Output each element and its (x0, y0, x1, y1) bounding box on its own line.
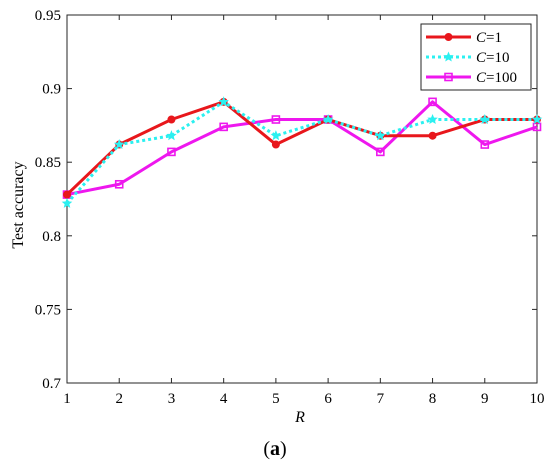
x-tick-label: 2 (115, 391, 123, 407)
x-tick-label: 8 (429, 391, 437, 407)
series-line (65, 100, 537, 196)
series-layer (61, 96, 543, 208)
axes: 1 2 3 4 5 6 7 8 9 10 0.7 0.75 0.8 0.85 0.9 0.95 (35, 8, 545, 407)
figure-caption: (a) (0, 438, 550, 461)
caption-label: a (270, 438, 280, 460)
data-point-square (219, 122, 228, 132)
data-point-star (322, 113, 334, 125)
legend-label-value: =100 (486, 70, 517, 86)
legend-label-var: C (476, 70, 487, 86)
data-point-square (114, 179, 124, 189)
data-point-star (375, 130, 386, 141)
legend-item: C=1 (426, 30, 502, 46)
legend-item: C=100 (426, 70, 517, 86)
data-point-square (480, 140, 490, 149)
legend-label: C=1 (476, 30, 502, 46)
data-point-star (270, 130, 282, 141)
y-tick-label: 0.7 (42, 376, 61, 392)
line-chart: 1 2 3 4 5 6 7 8 9 100.70.750.80.850.90.95 C=1C=10… (10, 8, 545, 426)
y-tick-label: 0.85 (35, 155, 61, 171)
x-tick-label: 7 (377, 391, 385, 407)
legend-label: C=10 (476, 50, 509, 66)
series-line (65, 100, 537, 205)
y-tick-label: 0.8 (42, 229, 61, 245)
x-tick-label: 9 (481, 391, 489, 407)
data-point-star (427, 113, 438, 125)
x-tick-label: 10 (530, 391, 545, 407)
data-point-star (113, 138, 125, 150)
data-point-square (428, 97, 437, 107)
x-tick-label: 4 (220, 391, 228, 407)
series-line (66, 100, 538, 197)
caption-open: ( (263, 438, 270, 460)
legend: C=1C=10C=100 (420, 23, 532, 91)
data-point-square (167, 147, 176, 157)
data-point-circle (167, 115, 176, 124)
x-tick-label: 6 (324, 391, 332, 407)
data-point-star (61, 197, 73, 208)
data-point-star (479, 113, 491, 125)
caption-close: ) (280, 438, 287, 460)
data-point-star (443, 51, 454, 62)
legend-label-value: =10 (486, 50, 509, 66)
series-C-10 (61, 96, 543, 208)
data-point-circle (271, 140, 280, 149)
legend-label-var: C (476, 30, 487, 46)
legend-item: C=10 (426, 50, 509, 66)
data-point-star (166, 130, 177, 141)
data-point-circle (444, 33, 453, 41)
data-point-square (376, 147, 385, 157)
y-axis-title: Test accuracy (10, 161, 27, 248)
data-point-star (218, 96, 229, 107)
y-tick-label: 0.75 (35, 302, 61, 318)
data-point-star (531, 113, 543, 125)
x-tick-label: 1 (63, 391, 71, 407)
legend-label: C=100 (476, 70, 517, 86)
legend-label-var: C (476, 50, 487, 66)
x-axis-title: R (294, 409, 305, 426)
y-tick-label: 0.95 (35, 8, 61, 24)
y-tick-label: 0.9 (42, 82, 61, 98)
x-tick-label: 3 (168, 391, 176, 407)
data-point-square (271, 115, 281, 124)
legend-label-value: =1 (486, 30, 502, 46)
data-point-square (444, 72, 453, 82)
x-tick-label: 5 (272, 391, 280, 407)
data-point-circle (428, 131, 437, 140)
data-point-circle (63, 190, 71, 199)
